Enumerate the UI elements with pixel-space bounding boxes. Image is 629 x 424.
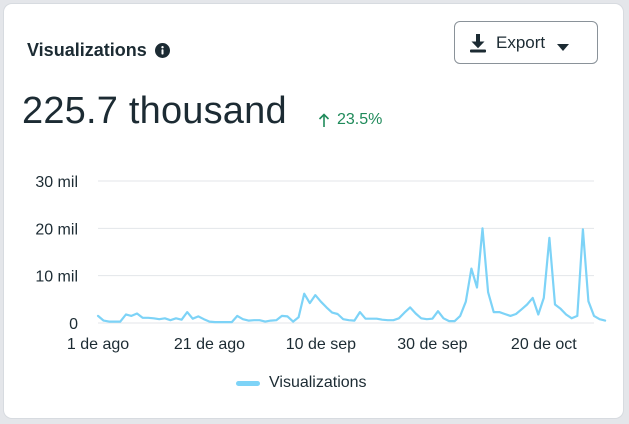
y-tick-label: 30 mil	[35, 174, 78, 191]
visualizations-card: Visualizations	[4, 4, 623, 418]
y-tick-label: 20 mil	[35, 221, 78, 238]
y-tick-label: 10 mil	[35, 269, 78, 286]
chart-legend: Visualizations	[236, 374, 367, 392]
info-icon[interactable]	[154, 43, 170, 58]
legend-swatch	[236, 380, 260, 386]
export-button[interactable]: Export	[454, 21, 598, 64]
legend-label: Visualizations	[269, 374, 367, 391]
download-icon	[469, 33, 487, 53]
y-tick-label: 0	[69, 316, 78, 333]
total-value: 225.7 thousand	[22, 90, 287, 132]
x-tick-label: 10 de sep	[286, 336, 356, 353]
card-header: Visualizations	[27, 40, 170, 61]
arrow-up-icon	[318, 112, 330, 128]
export-label: Export	[496, 32, 546, 52]
x-tick-label: 1 de ago	[67, 336, 129, 353]
delta-value: 23.5%	[337, 111, 383, 128]
card-title: Visualizations	[27, 40, 147, 60]
x-tick-label: 30 de sep	[397, 336, 467, 353]
delta-indicator: 23.5%	[318, 111, 382, 129]
caret-down-icon	[557, 39, 570, 51]
x-tick-label: 20 de oct	[511, 336, 577, 353]
x-tick-label: 21 de ago	[174, 336, 245, 353]
series-line	[96, 227, 607, 324]
